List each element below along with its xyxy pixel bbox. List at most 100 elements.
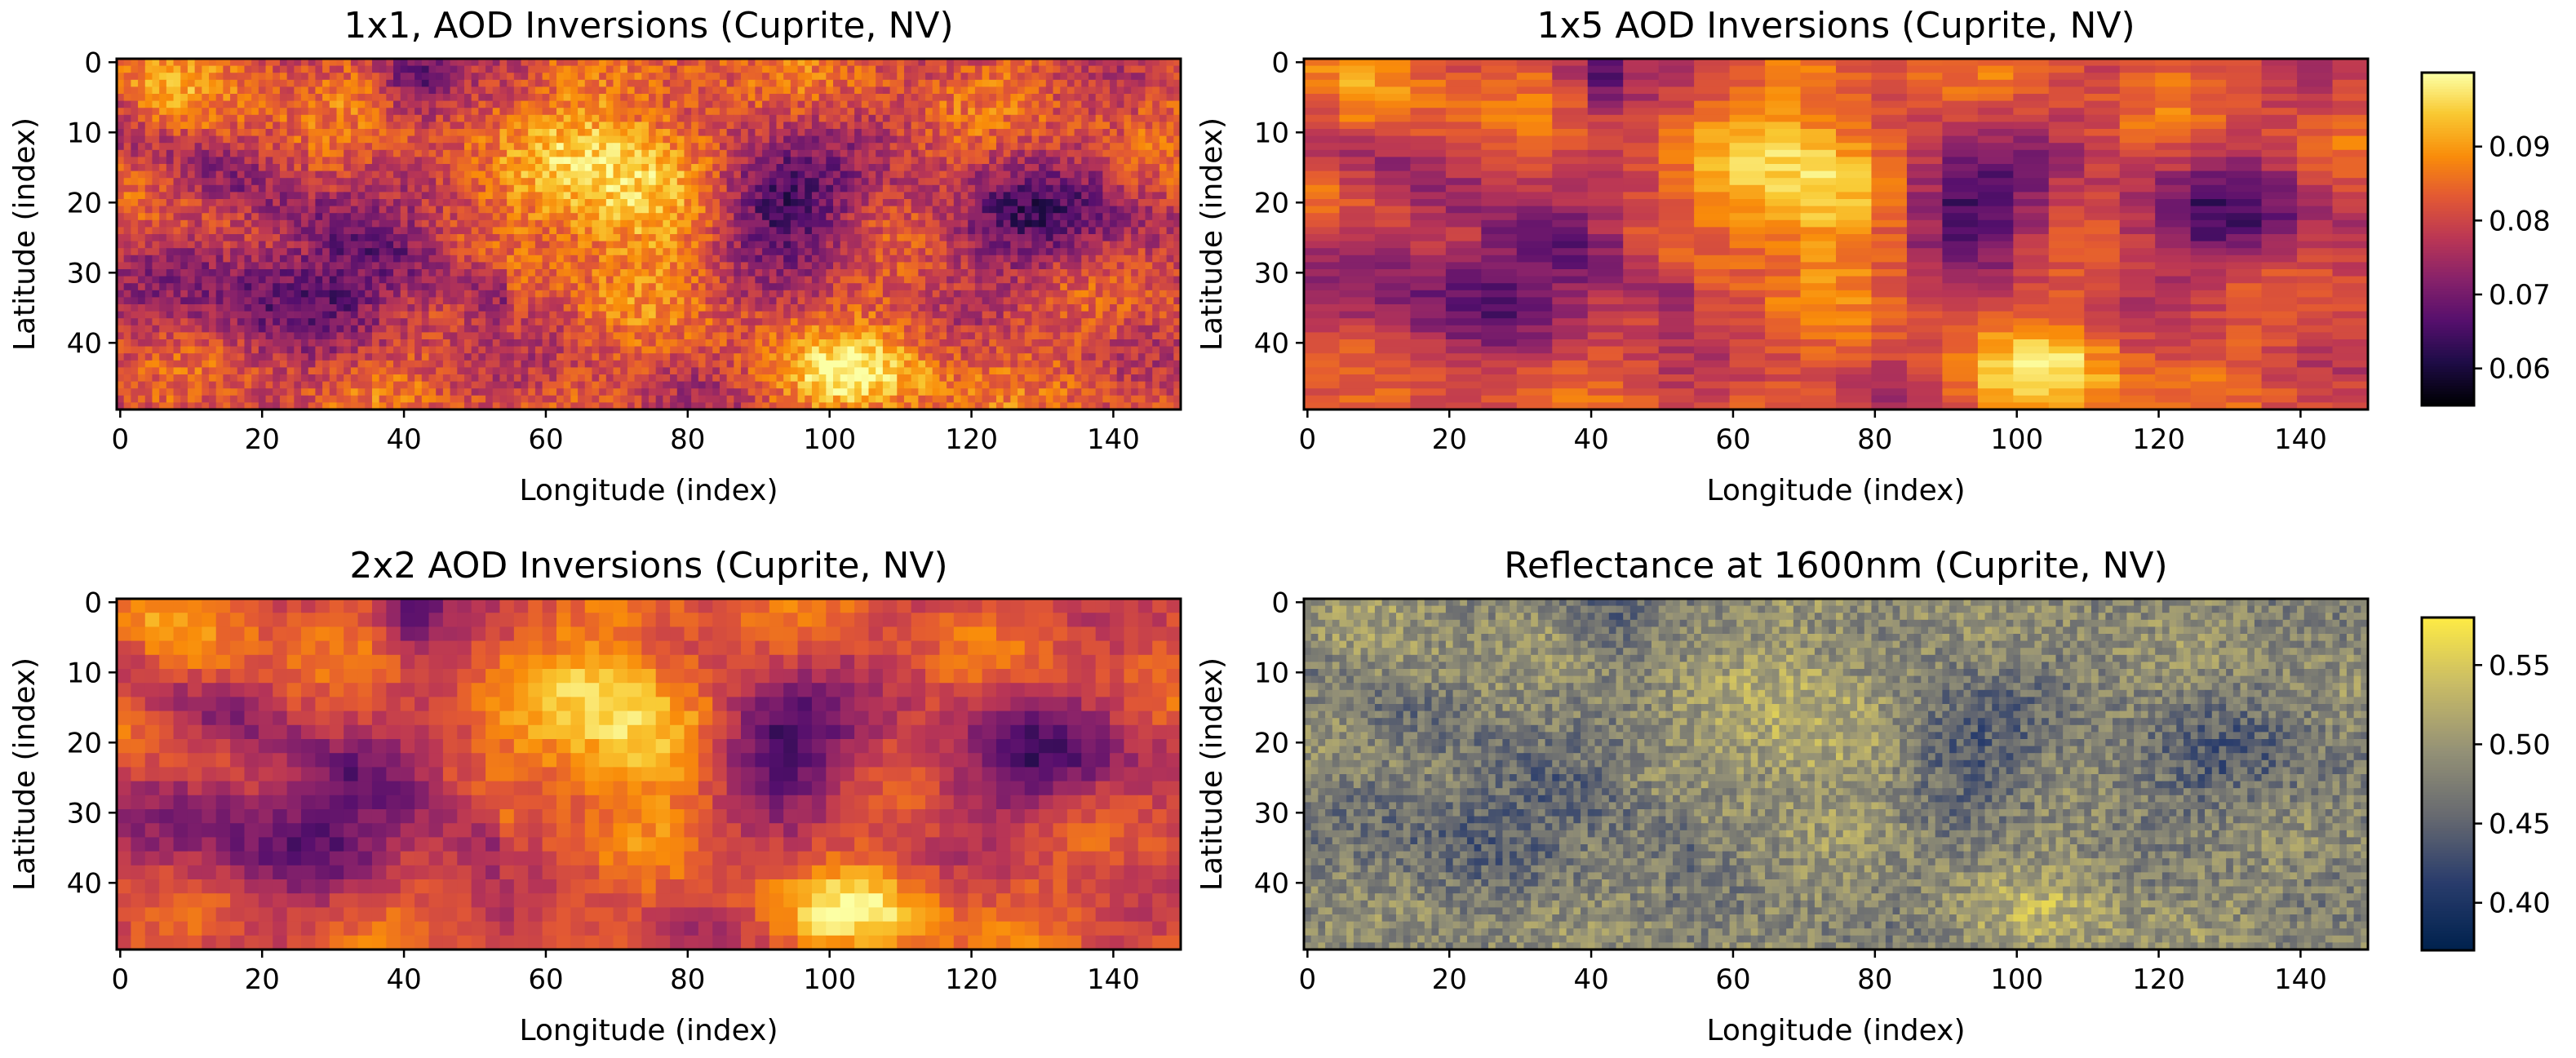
heatmap-cell	[1145, 79, 1153, 87]
heatmap-cell	[499, 164, 508, 172]
heatmap-cell	[166, 164, 175, 172]
heatmap-cell	[350, 262, 359, 270]
heatmap-cell	[960, 248, 969, 256]
heatmap-cell	[131, 100, 139, 108]
heatmap-cell	[826, 170, 834, 179]
heatmap-cell	[1124, 178, 1132, 186]
heatmap-cell	[542, 135, 550, 144]
heatmap-cell	[620, 94, 628, 102]
heatmap-cell	[485, 192, 494, 200]
heatmap-cell	[719, 114, 728, 122]
heatmap-cell	[138, 129, 146, 137]
heatmap-cell	[847, 241, 855, 249]
heatmap-cell	[478, 227, 486, 235]
heatmap-cell	[903, 149, 912, 157]
heatmap-cell	[903, 94, 912, 102]
heatmap-cell	[840, 73, 849, 81]
heatmap-cell	[521, 184, 529, 193]
heatmap-cell	[1053, 143, 1061, 151]
heatmap-cell	[790, 114, 799, 122]
heatmap-cell	[605, 164, 614, 172]
heatmap-cell	[1152, 255, 1160, 263]
heatmap-cell	[911, 100, 919, 108]
heatmap-cell	[1024, 86, 1033, 95]
heatmap-cell	[1110, 213, 1118, 221]
heatmap-cell	[279, 157, 288, 165]
heatmap-cell	[882, 241, 891, 249]
heatmap-cell	[1031, 94, 1040, 102]
heatmap-cell	[1095, 149, 1103, 157]
heatmap-cell	[542, 227, 550, 235]
heatmap-cell	[209, 269, 217, 277]
heatmap-cell	[854, 170, 862, 179]
heatmap-cell	[279, 73, 288, 81]
heatmap-cell	[265, 157, 273, 165]
heatmap-cell	[457, 79, 465, 87]
heatmap-cell	[131, 157, 139, 165]
heatmap-cell	[641, 135, 650, 144]
heatmap-cell	[953, 149, 962, 157]
heatmap-cell	[925, 219, 933, 228]
heatmap-cell	[315, 100, 323, 108]
heatmap-cell	[684, 276, 692, 284]
heatmap-cell	[131, 114, 139, 122]
heatmap-cell	[670, 100, 678, 108]
heatmap-cell	[187, 79, 196, 87]
heatmap-cell	[393, 199, 401, 207]
heatmap-cell	[187, 122, 196, 130]
heatmap-cell	[1024, 241, 1033, 249]
heatmap-cell	[868, 213, 876, 221]
heatmap-cell	[1031, 262, 1040, 270]
heatmap-cell	[889, 135, 898, 144]
heatmap-cell	[1159, 234, 1168, 242]
heatmap-cell	[386, 219, 394, 228]
heatmap-cell	[712, 248, 720, 256]
heatmap-cell	[818, 276, 827, 284]
heatmap-cell	[974, 227, 983, 235]
heatmap-cell	[1145, 65, 1153, 73]
heatmap-cell	[513, 178, 522, 186]
heatmap-cell	[463, 199, 472, 207]
heatmap-cell	[741, 86, 749, 95]
heatmap-cell	[344, 129, 352, 137]
heatmap-cell	[1074, 184, 1082, 193]
heatmap-cell	[712, 149, 720, 157]
heatmap-cell	[1066, 269, 1075, 277]
heatmap-cell	[442, 73, 451, 81]
heatmap-cell	[861, 219, 870, 228]
heatmap-cell	[436, 135, 444, 144]
heatmap-cell	[1152, 65, 1160, 73]
heatmap-cell	[1110, 219, 1118, 228]
heatmap-cell	[556, 206, 565, 214]
heatmap-cell	[968, 100, 976, 108]
heatmap-cell	[379, 213, 387, 221]
heatmap-cell	[415, 290, 423, 298]
heatmap-cell	[1110, 227, 1118, 235]
heatmap-cell	[301, 255, 309, 263]
heatmap-cell	[655, 213, 663, 221]
heatmap-cell	[1173, 170, 1182, 179]
heatmap-cell	[1166, 227, 1174, 235]
heatmap-cell	[294, 59, 302, 67]
heatmap-cell	[627, 206, 636, 214]
heatmap-cell	[719, 199, 728, 207]
heatmap-cell	[549, 100, 557, 108]
heatmap-cell	[811, 149, 820, 157]
heatmap-cell	[705, 149, 713, 157]
heatmap-cell	[350, 143, 359, 151]
heatmap-cell	[244, 100, 252, 108]
heatmap-cell	[251, 241, 259, 249]
heatmap-cell	[1088, 241, 1097, 249]
heatmap-cell	[649, 199, 657, 207]
heatmap-cell	[897, 100, 905, 108]
heatmap-cell	[365, 192, 373, 200]
heatmap-cell	[833, 114, 841, 122]
heatmap-cell	[861, 255, 870, 263]
heatmap-cell	[507, 184, 515, 193]
heatmap-cell	[144, 79, 153, 87]
heatmap-cell	[329, 59, 338, 67]
heatmap-cell	[407, 86, 415, 95]
heatmap-cell	[1166, 178, 1174, 186]
heatmap-cell	[995, 199, 1004, 207]
heatmap-cell	[655, 100, 663, 108]
